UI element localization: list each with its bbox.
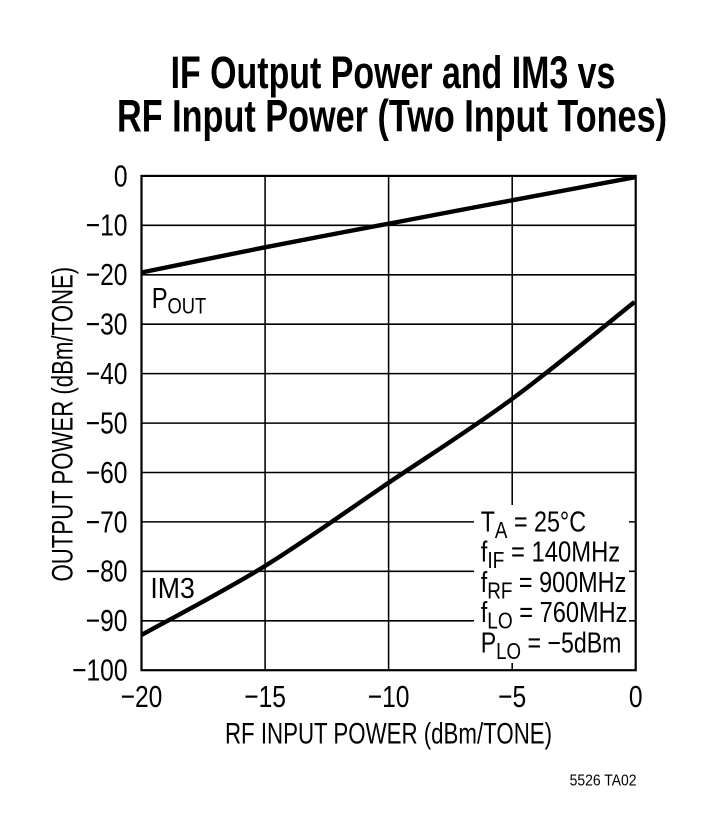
svg-text:−80: −80 (86, 554, 128, 588)
svg-text:−40: −40 (86, 356, 128, 390)
svg-text:IM3: IM3 (150, 572, 194, 604)
svg-text:−20: −20 (86, 258, 128, 292)
svg-text:−10: −10 (86, 208, 128, 242)
svg-text:−15: −15 (244, 679, 286, 713)
svg-text:fRF = 900MHz: fRF = 900MHz (481, 566, 627, 604)
svg-text:OUTPUT POWER (dBm/TONE): OUTPUT POWER (dBm/TONE) (45, 267, 79, 582)
svg-text:−60: −60 (86, 455, 128, 489)
svg-text:PLO = −5dBm: PLO = −5dBm (481, 626, 622, 664)
svg-text:RF INPUT POWER (dBm/TONE): RF INPUT POWER (dBm/TONE) (225, 717, 552, 751)
svg-text:0: 0 (114, 159, 128, 193)
svg-text:−5: −5 (498, 679, 526, 713)
svg-text:−90: −90 (86, 604, 128, 638)
svg-text:−70: −70 (86, 505, 128, 539)
svg-text:0: 0 (629, 679, 643, 713)
svg-text:5526 TA02: 5526 TA02 (570, 772, 637, 790)
svg-text:−20: −20 (121, 679, 163, 713)
svg-text:fIF = 140MHz: fIF = 140MHz (481, 535, 621, 573)
svg-text:−30: −30 (86, 307, 128, 341)
svg-text:fLO = 760MHz: fLO = 760MHz (481, 596, 628, 634)
svg-text:−50: −50 (86, 406, 128, 440)
svg-text:TA = 25°C: TA = 25°C (481, 505, 586, 543)
svg-text:−100: −100 (72, 653, 127, 687)
svg-text:RF Input Power (Two Input Tone: RF Input Power (Two Input Tones) (117, 91, 667, 142)
svg-text:IF Output Power and IM3 vs: IF Output Power and IM3 vs (171, 47, 616, 98)
svg-text:−10: −10 (368, 679, 410, 713)
